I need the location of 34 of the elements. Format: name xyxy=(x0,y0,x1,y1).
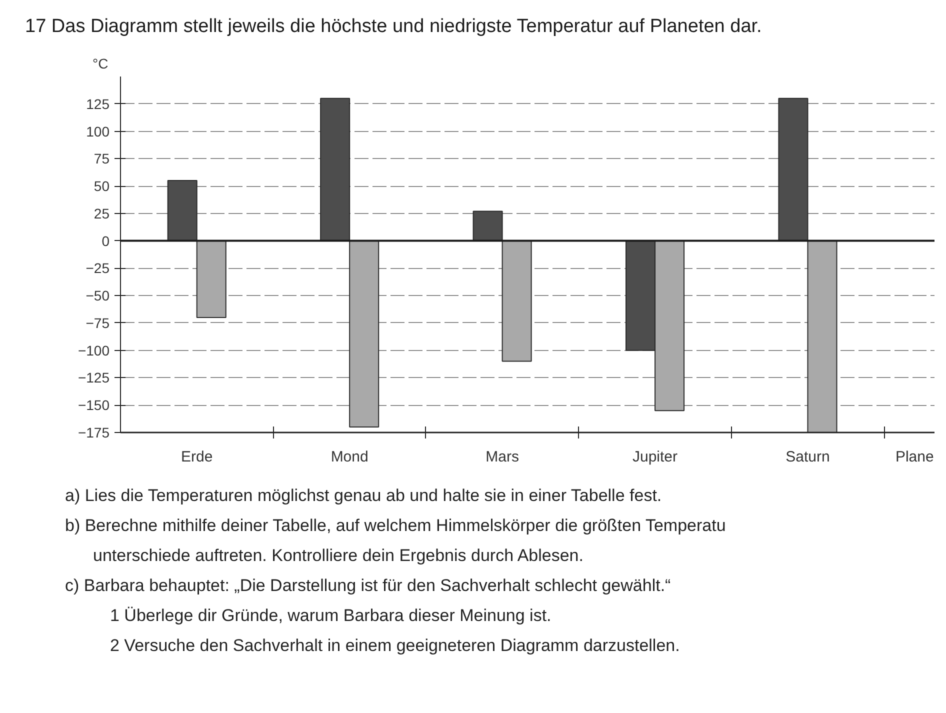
y-tick-label: −175 xyxy=(78,424,110,440)
text: 1 Überlege dir Gründe, warum Barbara dieser Meinung ist. xyxy=(109,605,552,627)
y-axis-title: °C xyxy=(92,56,108,72)
bar xyxy=(349,240,380,428)
y-tick-label: 75 xyxy=(94,150,110,167)
text: 2 Versuche den Sachverhalt in einem geeigneteren Diagramm darzustellen. xyxy=(109,635,681,657)
text: b) Berechne mithilfe deiner Tabelle, auf welchem Himmelskörper die größten Temperatu xyxy=(64,515,726,537)
bar xyxy=(320,98,350,242)
y-tick-label: −150 xyxy=(78,397,110,414)
text: c) Barbara behauptet: „Die Darstellung ist für den Sachverhalt schlecht gewählt.“ xyxy=(64,575,672,597)
y-tick-label: −25 xyxy=(86,260,110,276)
y-tick-label: 0 xyxy=(102,232,110,249)
y-tick-label: −100 xyxy=(78,342,110,358)
y-tick-label: 125 xyxy=(86,96,110,112)
chart-title: 17 Das Diagramm stellt jeweils die höchste und niedrigste Temperatur auf Planeten dar. xyxy=(24,15,762,39)
y-tick-label: −50 xyxy=(86,288,110,304)
y-tick-label: 25 xyxy=(94,205,110,222)
x-axis-title: Plane xyxy=(895,448,934,466)
x-tick-label: Mars xyxy=(486,448,519,466)
bar xyxy=(502,240,532,362)
bar xyxy=(196,240,226,318)
text: unterschiede auftreten. Kontrolliere dein Ergebnis durch Ablesen. xyxy=(92,545,584,567)
y-tick-label: −75 xyxy=(86,314,110,331)
x-tick-label: Jupiter xyxy=(632,448,678,466)
bar xyxy=(778,98,808,242)
y-tick-label: −125 xyxy=(78,370,110,386)
y-tick-label: 100 xyxy=(86,123,110,140)
x-tick-label: Mond xyxy=(330,448,368,466)
x-tick-label: Erde xyxy=(181,448,213,466)
bar xyxy=(472,210,503,242)
x-tick-label: Saturn xyxy=(786,448,830,466)
y-tick-label: 50 xyxy=(94,178,110,194)
text: a) Lies die Temperaturen möglichst genau ab und halte sie in einer Tabelle fest. xyxy=(64,485,663,507)
bar xyxy=(167,180,198,242)
